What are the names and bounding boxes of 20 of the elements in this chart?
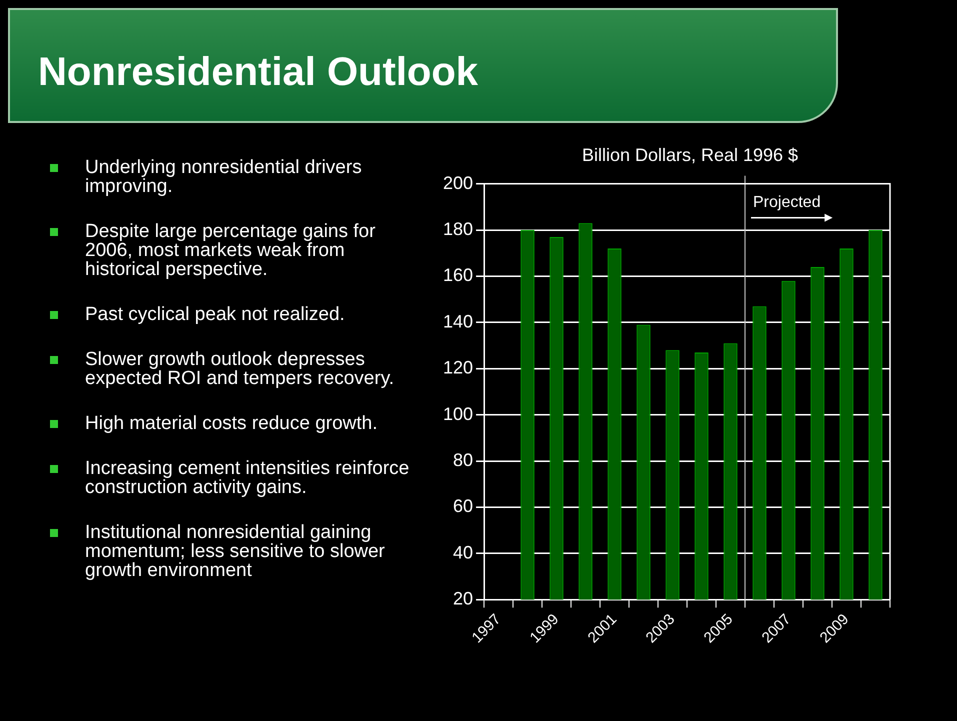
y-tick-label: 60	[453, 496, 474, 516]
y-tick-label: 100	[442, 404, 474, 424]
y-tick-label: 20	[453, 588, 474, 609]
text: Past cyclical peak not realized.	[85, 304, 345, 325]
y-tick-label: 80	[453, 450, 474, 470]
text: High material costs reduce growth.	[85, 413, 378, 434]
chart-title: Nonresidential Outlook	[38, 50, 478, 95]
text: Underlying nonresidential drivers improving.	[85, 157, 362, 197]
text: Institutional nonresidential gaining momentum; less sensitive to slower growth environment	[85, 522, 385, 581]
y-tick-label: 180	[442, 218, 474, 239]
text: Slower growth outlook depresses expected ROI and tempers recovery.	[85, 349, 394, 389]
y-tick-label: 160	[442, 265, 474, 286]
y-tick-label: 200	[442, 172, 474, 193]
y-tick-label: 140	[442, 311, 474, 332]
y-tick-label: 40	[453, 542, 474, 562]
text: Despite large percentage gains for 2006, most markets weak from historical perspective.	[85, 221, 376, 280]
annotation: Projected	[753, 194, 821, 212]
chart-subtitle: Billion Dollars, Real 1996 $	[580, 145, 800, 166]
y-tick-label: 120	[442, 358, 474, 378]
text: Increasing cement intensities reinforce construction activity gains.	[85, 458, 410, 498]
